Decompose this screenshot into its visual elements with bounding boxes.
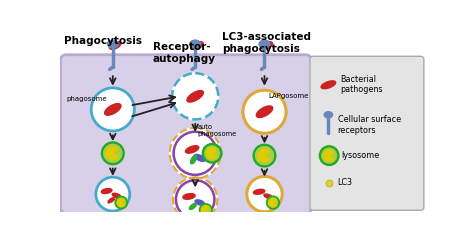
Ellipse shape — [256, 106, 273, 118]
Ellipse shape — [264, 194, 273, 199]
Circle shape — [172, 73, 219, 119]
Circle shape — [102, 143, 124, 164]
Ellipse shape — [108, 198, 115, 203]
Wedge shape — [258, 149, 270, 162]
Circle shape — [115, 197, 127, 208]
Text: LC3: LC3 — [337, 178, 353, 187]
Ellipse shape — [190, 40, 201, 48]
Ellipse shape — [254, 189, 265, 194]
Ellipse shape — [191, 155, 197, 164]
Ellipse shape — [185, 146, 199, 153]
Circle shape — [267, 196, 279, 209]
Circle shape — [173, 177, 217, 222]
Ellipse shape — [194, 154, 205, 161]
Text: LC3-associated
phagocytosis: LC3-associated phagocytosis — [222, 32, 311, 54]
Circle shape — [243, 90, 286, 133]
Text: Bacterial
pathogens: Bacterial pathogens — [340, 75, 383, 94]
Ellipse shape — [324, 112, 333, 118]
Text: Phagocytosis: Phagocytosis — [64, 36, 142, 46]
Ellipse shape — [108, 40, 118, 48]
Circle shape — [247, 176, 282, 212]
Wedge shape — [324, 150, 334, 161]
Ellipse shape — [321, 81, 336, 89]
Circle shape — [104, 144, 122, 162]
Text: LAPgosome: LAPgosome — [268, 93, 309, 99]
Wedge shape — [201, 205, 210, 215]
Text: auto
phagosome: auto phagosome — [198, 124, 237, 138]
Ellipse shape — [109, 42, 121, 49]
Ellipse shape — [101, 188, 112, 193]
Circle shape — [91, 88, 134, 131]
Wedge shape — [268, 198, 277, 208]
Circle shape — [254, 145, 275, 166]
Ellipse shape — [190, 203, 196, 209]
Circle shape — [170, 128, 220, 179]
Ellipse shape — [183, 193, 195, 199]
Wedge shape — [117, 198, 125, 207]
Ellipse shape — [112, 193, 121, 198]
Ellipse shape — [195, 200, 205, 205]
Circle shape — [96, 177, 130, 211]
Wedge shape — [207, 148, 217, 159]
Circle shape — [321, 148, 337, 163]
Ellipse shape — [192, 42, 203, 49]
Ellipse shape — [187, 91, 203, 102]
FancyBboxPatch shape — [310, 56, 424, 210]
Circle shape — [255, 147, 273, 164]
Text: Cellular surface
receptors: Cellular surface receptors — [337, 115, 401, 134]
Text: Receptor-
autophagy: Receptor- autophagy — [153, 42, 216, 64]
Text: lysosome: lysosome — [341, 151, 380, 160]
Circle shape — [200, 204, 212, 216]
Circle shape — [203, 144, 221, 163]
FancyBboxPatch shape — [61, 55, 311, 213]
Wedge shape — [106, 147, 118, 160]
Ellipse shape — [259, 40, 270, 48]
Ellipse shape — [261, 42, 273, 49]
Circle shape — [320, 146, 338, 165]
Circle shape — [205, 146, 220, 161]
Ellipse shape — [105, 104, 121, 115]
Text: phagosome: phagosome — [66, 96, 107, 102]
